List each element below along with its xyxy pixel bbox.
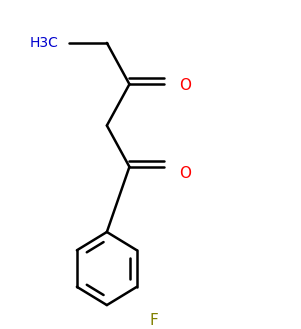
Text: H3C: H3C xyxy=(30,36,59,50)
Text: O: O xyxy=(179,78,191,93)
Text: O: O xyxy=(179,166,191,181)
Text: F: F xyxy=(149,313,158,328)
